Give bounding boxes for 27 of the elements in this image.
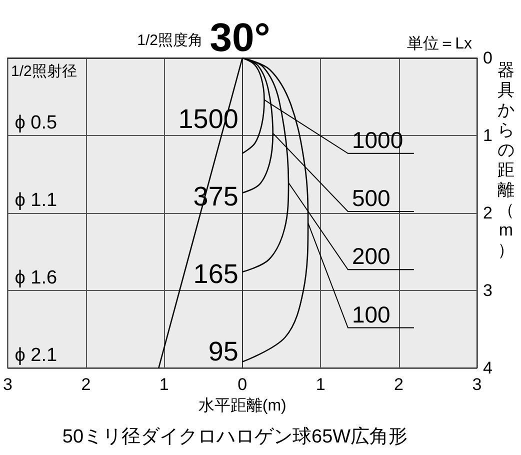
text: 100 xyxy=(352,301,390,328)
y-tick-label: 0 xyxy=(483,48,492,68)
text: 50ミリ径ダイクロハロゲン球65W広角形 xyxy=(62,426,408,448)
text: 500 xyxy=(352,185,390,211)
x-tick-label: 1 xyxy=(159,375,169,394)
x-axis-title: 水平距離(m) xyxy=(198,396,286,414)
annotation: 165 xyxy=(193,259,238,289)
text: 器具からの距離（m） xyxy=(498,60,514,260)
annotation: 1/2照射径 xyxy=(11,63,77,80)
annotation: ϕ 1.1 xyxy=(14,190,58,211)
text: 単位＝Lx xyxy=(407,36,472,52)
x-tick-label: 3 xyxy=(2,375,12,394)
y-tick-label: 3 xyxy=(483,281,492,300)
x-tick-label: 1 xyxy=(316,375,326,394)
y-tick-label: 1 xyxy=(483,126,492,145)
y-tick-label: 2 xyxy=(483,204,492,222)
x-tick-label: 2 xyxy=(81,375,91,394)
chart-title: 30° xyxy=(210,16,270,60)
annotation: 95 xyxy=(208,336,238,366)
chart-subtitle: 1/2照度角 xyxy=(137,32,203,49)
annotation: ϕ 1.6 xyxy=(14,268,58,288)
y-tick-label: 4 xyxy=(483,358,492,378)
annotation: ϕ 2.1 xyxy=(14,345,58,366)
text: 200 xyxy=(352,243,390,270)
x-tick-label: 0 xyxy=(238,375,248,394)
x-tick-label: 2 xyxy=(394,375,404,394)
annotation: ϕ 0.5 xyxy=(14,112,58,134)
